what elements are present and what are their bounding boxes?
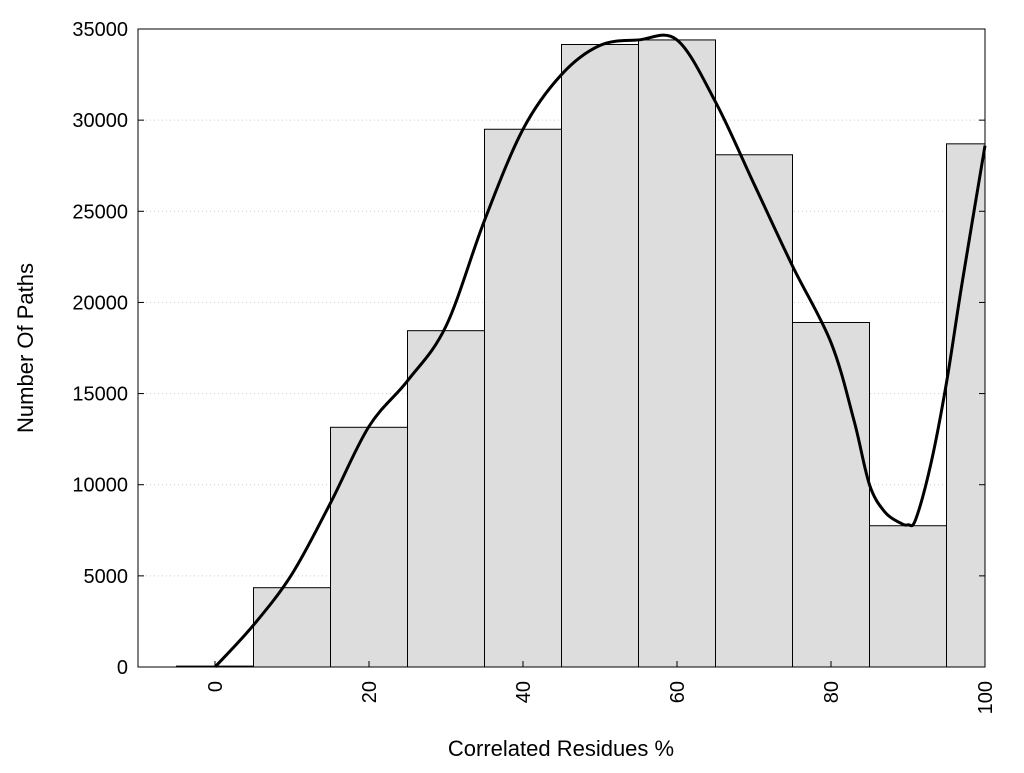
trend-curve [213,33,987,669]
plot-frame [137,28,986,668]
y-tick-label-5000: 5000 [84,566,129,588]
y-tick-label-35000: 35000 [72,19,128,41]
y-tick-label-15000: 15000 [72,384,128,406]
y-tick-label-10000: 10000 [72,475,128,497]
y-tick-label-0: 0 [117,657,128,679]
y-tick-labels: 0 5000 10000 15000 20000 25000 30000 35000 [72,19,128,679]
x-tick-label-20: 20 [359,681,381,703]
x-tick-label-80: 80 [821,681,843,703]
curve [213,33,987,669]
bars [176,39,986,668]
bar-30 [407,330,485,668]
bar-40 [484,128,562,668]
bar-60 [638,39,716,668]
x-tick-label-0: 0 [205,681,227,692]
bar-90 [869,525,947,668]
bar-100 [946,143,986,668]
bar-10 [253,587,331,668]
y-tick-label-20000: 20000 [72,292,128,314]
x-tick-labels: 0 20 40 60 80 100 [205,681,997,714]
x-tick-label-100: 100 [975,681,997,714]
tick-marks [138,28,986,668]
x-axis-title: Correlated Residues % [448,736,674,761]
bar-80 [792,321,870,668]
x-tick-label-40: 40 [513,681,535,703]
bar-20 [330,426,408,668]
bar-50 [561,43,639,668]
bar-70 [715,154,793,668]
y-axis-title: Number Of Paths [13,263,38,433]
y-tick-label-30000: 30000 [72,110,128,132]
x-tick-label-60: 60 [667,681,689,703]
y-tick-label-25000: 25000 [72,201,128,223]
